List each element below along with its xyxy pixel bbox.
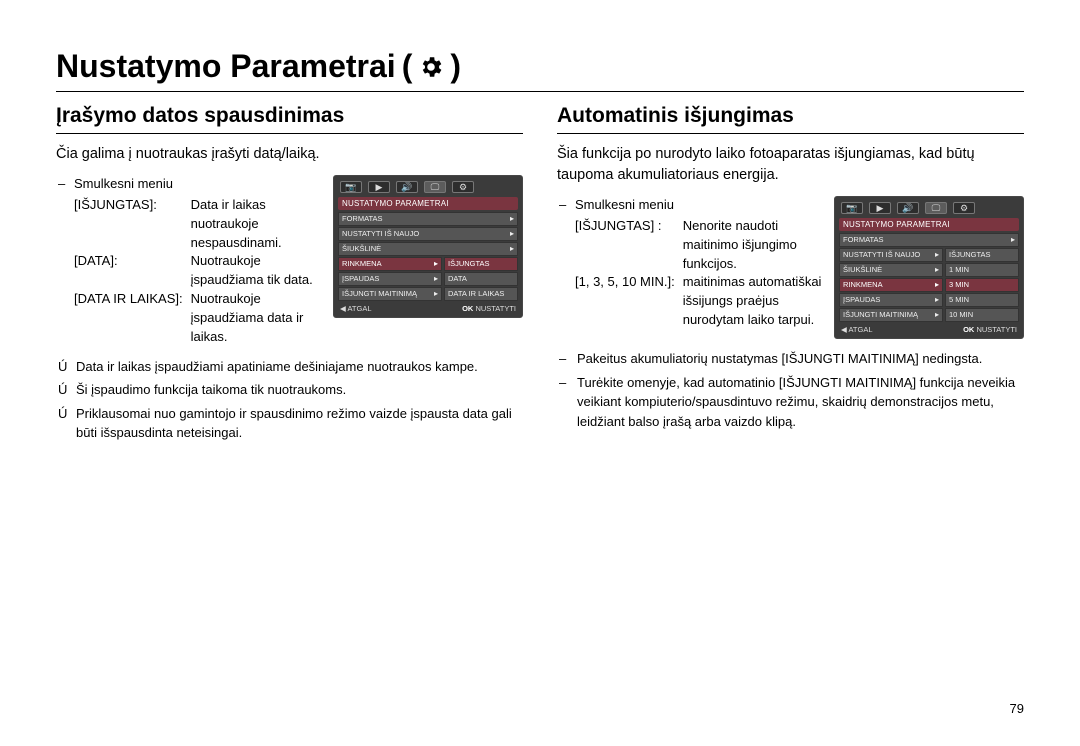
cs-cell: IŠJUNGTI MAITINIMĄ▸	[338, 287, 442, 301]
cs-cell: FORMATAS▸	[338, 212, 518, 226]
chevron-right-icon: ▸	[935, 251, 939, 259]
left-submenu-block: Smulkesni meniu [IŠJUNGTAS]: Data ir lai…	[56, 175, 523, 347]
chevron-right-icon: ▸	[434, 275, 438, 283]
chevron-right-icon: ▸	[434, 290, 438, 298]
cs-cell: ĮSPAUDAS▸	[839, 293, 943, 307]
cs-cell: 3 MIN	[945, 278, 1019, 292]
cs-header: NUSTATYMO PARAMETRAI	[338, 197, 518, 210]
arrow-left-icon: ◀	[340, 304, 346, 313]
note-item: Turėkite omenyje, kad automatinio [IŠJUN…	[557, 373, 1024, 432]
page-title-text: Nustatymo Parametrai	[56, 48, 396, 85]
page-title-bracket-open: (	[402, 48, 413, 85]
cs-cell: RINKMENA▸	[839, 278, 943, 292]
right-column: Automatinis išjungimas Šia funkcija po n…	[557, 104, 1024, 443]
arrow-left-icon: ◀	[841, 325, 847, 334]
page-number: 79	[1010, 701, 1024, 716]
cs-foot: ◀ ATGAL OK NUSTATYTI	[338, 304, 518, 313]
cs-cell: ĮSPAUDAS▸	[338, 272, 442, 286]
chevron-right-icon: ▸	[935, 281, 939, 289]
cs-tabs: 📷 ▶ 🔊 🖵 ⚙	[338, 180, 518, 194]
cs-cell: DATA	[444, 272, 518, 286]
cs-tab-icon: 📷	[340, 181, 362, 193]
cs-tabs: 📷 ▶ 🔊 🖵 ⚙	[839, 201, 1019, 215]
chevron-right-icon: ▸	[510, 245, 514, 253]
cs-foot-left: ◀ ATGAL	[340, 304, 372, 313]
cs-cell: DATA IR LAIKAS	[444, 287, 518, 301]
camera-screen-right: 📷 ▶ 🔊 🖵 ⚙ NUSTATYMO PARAMETRAI FORMATAS▸…	[834, 196, 1024, 339]
cs-cell: FORMATAS▸	[839, 233, 1019, 247]
def-val: Data ir laikas nuotraukoje nespausdinami…	[191, 196, 321, 253]
cs-cell: RINKMENA▸	[338, 257, 442, 271]
cs-tab-gear-icon: ⚙	[452, 181, 474, 193]
cs-tab-icon: ▶	[368, 181, 390, 193]
left-lead: Čia galima į nuotraukas įrašyti datą/lai…	[56, 144, 523, 165]
chevron-right-icon: ▸	[935, 266, 939, 274]
cs-rows: FORMATAS▸ NUSTATYTI IŠ NAUJO▸IŠJUNGTAS Š…	[839, 233, 1019, 322]
cs-cell: ŠIUKŠLINĖ▸	[839, 263, 943, 277]
cs-rows: FORMATAS▸ NUSTATYTI IŠ NAUJO▸ ŠIUKŠLINĖ▸…	[338, 212, 518, 301]
cs-cell: IŠJUNGTAS	[444, 257, 518, 271]
right-submenu-text: Smulkesni meniu [IŠJUNGTAS] : Nenorite n…	[557, 196, 822, 330]
chevron-right-icon: ▸	[434, 260, 438, 268]
cs-tab-icon: 🖵	[424, 181, 446, 193]
cs-header: NUSTATYMO PARAMETRAI	[839, 218, 1019, 231]
chevron-right-icon: ▸	[935, 311, 939, 319]
columns: Įrašymo datos spausdinimas Čia galima į …	[56, 104, 1024, 443]
def-key: [IŠJUNGTAS]:	[74, 196, 183, 253]
cs-cell: 1 MIN	[945, 263, 1019, 277]
right-section-title: Automatinis išjungimas	[557, 104, 1024, 134]
cs-foot-right: OK NUSTATYTI	[462, 304, 516, 313]
chevron-right-icon: ▸	[510, 215, 514, 223]
cs-foot: ◀ ATGAL OK NUSTATYTI	[839, 325, 1019, 334]
note-item: Ši įspaudimo funkcija taikoma tik nuotra…	[56, 380, 523, 400]
cs-tab-icon: 📷	[841, 202, 863, 214]
manual-page: Nustatymo Parametrai ( ) Įrašymo datos s…	[0, 0, 1080, 746]
cs-cell: IŠJUNGTAS	[945, 248, 1019, 262]
chevron-right-icon: ▸	[935, 296, 939, 304]
cs-tab-icon: 🔊	[396, 181, 418, 193]
gear-icon	[418, 54, 444, 80]
page-title: Nustatymo Parametrai ( )	[56, 48, 1024, 85]
title-rule	[56, 91, 1024, 92]
left-submenu-heading: Smulkesni meniu	[74, 175, 321, 194]
def-val: Nenorite naudoti maitinimo išjungimo fun…	[683, 217, 822, 274]
cs-cell: NUSTATYTI IŠ NAUJO▸	[839, 248, 943, 262]
def-key: [IŠJUNGTAS] :	[575, 217, 675, 274]
left-section-title: Įrašymo datos spausdinimas	[56, 104, 523, 134]
def-key: [1, 3, 5, 10 MIN.]:	[575, 273, 675, 330]
right-submenu-heading: Smulkesni meniu	[575, 196, 822, 215]
right-submenu-block: Smulkesni meniu [IŠJUNGTAS] : Nenorite n…	[557, 196, 1024, 339]
chevron-right-icon: ▸	[510, 230, 514, 238]
def-key: [DATA IR LAIKAS]:	[74, 290, 183, 347]
right-notes: Pakeitus akumuliatorių nustatymas [IŠJUN…	[557, 349, 1024, 431]
right-def-grid: [IŠJUNGTAS] : Nenorite naudoti maitinimo…	[575, 217, 822, 330]
cs-cell: ŠIUKŠLINĖ▸	[338, 242, 518, 256]
def-val: maitinimas automatiškai išsijungs praėju…	[683, 273, 822, 330]
left-def-grid: [IŠJUNGTAS]: Data ir laikas nuotraukoje …	[74, 196, 321, 347]
cs-tab-gear-icon: ⚙	[953, 202, 975, 214]
left-notes: Data ir laikas įspaudžiami apatiniame de…	[56, 357, 523, 443]
note-item: Data ir laikas įspaudžiami apatiniame de…	[56, 357, 523, 377]
cs-cell: 10 MIN	[945, 308, 1019, 322]
page-title-bracket-close: )	[450, 48, 461, 85]
cs-foot-left: ◀ ATGAL	[841, 325, 873, 334]
cs-tab-icon: ▶	[869, 202, 891, 214]
cs-foot-right: OK NUSTATYTI	[963, 325, 1017, 334]
camera-screen-left: 📷 ▶ 🔊 🖵 ⚙ NUSTATYMO PARAMETRAI FORMATAS▸…	[333, 175, 523, 318]
def-key: [DATA]:	[74, 252, 183, 290]
chevron-right-icon: ▸	[1011, 236, 1015, 244]
def-val: Nuotraukoje įspaudžiama tik data.	[191, 252, 321, 290]
left-column: Įrašymo datos spausdinimas Čia galima į …	[56, 104, 523, 443]
cs-cell: NUSTATYTI IŠ NAUJO▸	[338, 227, 518, 241]
right-lead: Šia funkcija po nurodyto laiko fotoapara…	[557, 144, 1024, 186]
cs-tab-icon: 🔊	[897, 202, 919, 214]
note-item: Priklausomai nuo gamintojo ir spausdinim…	[56, 404, 523, 443]
def-val: Nuotraukoje įspaudžiama data ir laikas.	[191, 290, 321, 347]
cs-cell: IŠJUNGTI MAITINIMĄ▸	[839, 308, 943, 322]
cs-cell: 5 MIN	[945, 293, 1019, 307]
note-item: Pakeitus akumuliatorių nustatymas [IŠJUN…	[557, 349, 1024, 369]
cs-tab-icon: 🖵	[925, 202, 947, 214]
left-submenu-text: Smulkesni meniu [IŠJUNGTAS]: Data ir lai…	[56, 175, 321, 347]
